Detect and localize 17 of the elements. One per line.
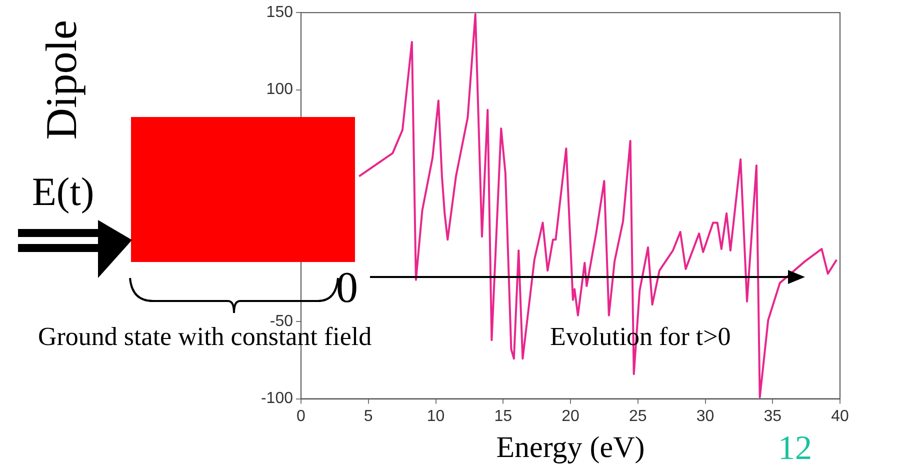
text: 12 — [778, 430, 812, 467]
x-tick-label: 5 — [364, 408, 373, 425]
x-tick-label: 40 — [831, 408, 849, 425]
x-tick-label: 10 — [426, 408, 445, 425]
y-tick-label: 100 — [266, 81, 294, 98]
x-tick-label: 0 — [296, 408, 306, 425]
x-tick-label: 20 — [562, 408, 580, 425]
text: Dipole — [37, 20, 86, 140]
x-tick-label: 25 — [628, 408, 647, 425]
x-tick-label: 30 — [696, 408, 714, 425]
x-tick-label: 15 — [494, 408, 512, 425]
y-tick-label: 150 — [266, 4, 294, 22]
x-tick-label: 35 — [764, 408, 782, 425]
annotation: 0 — [336, 263, 358, 312]
x-axis-title: Energy (eV) — [496, 430, 645, 464]
y-tick-label: -100 — [260, 390, 294, 408]
text: E(t) — [32, 169, 94, 214]
